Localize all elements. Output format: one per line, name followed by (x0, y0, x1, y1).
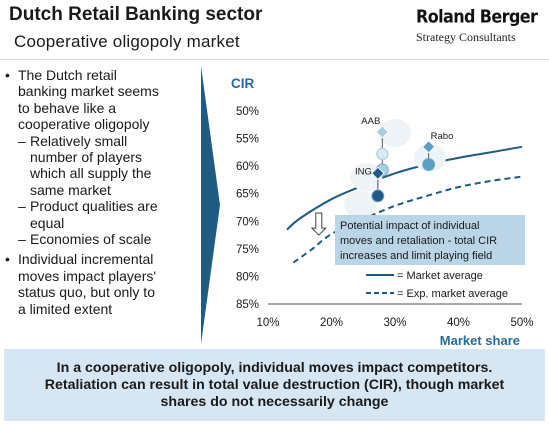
page-subtitle: Cooperative oligopoly market (14, 32, 240, 51)
dash-mark: – (18, 198, 26, 215)
aab-middle-marker (376, 147, 389, 161)
bullet-line: same market (30, 181, 111, 198)
bullet-line: Economies of scale (30, 231, 152, 248)
bullet-line: moves impact players' (18, 267, 157, 284)
y-tick-label: 65% (236, 189, 259, 201)
movement-halo (350, 163, 383, 192)
ing-after-marker (371, 189, 385, 203)
chevron-arrow-icon (201, 66, 220, 344)
movement-halo (344, 190, 377, 219)
annotation-box (335, 215, 525, 265)
annotation-line: increases and limit playing field (340, 250, 492, 262)
bullet-line: which all supply the (30, 165, 152, 182)
bullet-item: • The Dutch retail banking market seems … (5, 67, 200, 133)
bullet-mark: • (5, 67, 10, 83)
bullet-line: Relatively small (30, 132, 128, 149)
aab-label: AAB (361, 116, 380, 127)
exp-market-average-line (292, 175, 523, 264)
aab-before-marker (375, 125, 389, 139)
annotation-line: Potential impact of individual (340, 220, 479, 232)
ing-before-marker (371, 166, 385, 180)
legend-exp-market-average: = Exp. market average (397, 288, 508, 300)
rabo-after-marker (422, 157, 436, 171)
bullet-list: • The Dutch retail banking market seems … (5, 67, 200, 317)
y-tick-label: 50% (236, 106, 259, 118)
x-tick-label: 10% (256, 317, 279, 329)
market-average-line (286, 145, 523, 231)
movement-halo (413, 143, 446, 172)
conclusion-text: In a cooperative oligopoly, individual m… (44, 359, 505, 410)
logo-main-text: Roland Berger (416, 5, 538, 28)
bullet-line: status quo, but only to (18, 284, 155, 301)
legend-market-average: = Market average (397, 270, 483, 282)
bullet-line: Individual incremental (18, 251, 154, 268)
ing-label: ING (355, 166, 372, 177)
cir-market-share-chart: CIR 50% 55% 60% 65% 70% 75% 80% 85% 10% 20% 30% 40… (231, 76, 534, 348)
bullet-line: banking market seems (18, 83, 159, 100)
bullet-line: to behave like a (18, 99, 117, 116)
bullet-line: a limited extent (18, 300, 113, 317)
x-tick-label: 30% (383, 317, 406, 329)
rabo-label: Rabo (431, 131, 454, 142)
y-axis-label: CIR (231, 76, 255, 91)
sub-bullet-item: – Relatively small number of players whi… (18, 133, 200, 199)
svg-text:Potential impact of individual: Potential impact of individual moves and… (340, 220, 500, 262)
y-tick-label: 80% (236, 271, 259, 283)
bullet-line: Product qualities are (30, 198, 158, 215)
rabo-before-marker (422, 140, 436, 154)
header-divider (0, 59, 549, 60)
y-tick-label: 60% (236, 161, 259, 173)
roland-berger-logo: Roland Berger Strategy Consultants (416, 5, 544, 47)
bullet-line: The Dutch retail (18, 67, 117, 83)
bullet-line: number of players (30, 149, 143, 166)
y-tick-label: 55% (236, 134, 259, 146)
movement-halo (379, 119, 411, 148)
annotation-line: moves and retaliation - total CIR (340, 235, 497, 247)
conclusion-box: In a cooperative oligopoly, individual m… (4, 349, 545, 421)
sub-bullet-item: – Economies of scale (18, 231, 200, 247)
down-arrow-icon (310, 212, 328, 236)
y-tick-label: 75% (236, 244, 259, 256)
bullet-line: equal (30, 214, 65, 231)
bullet-mark: • (5, 251, 10, 268)
x-axis-label: Market share (440, 333, 520, 348)
y-tick-label: 85% (236, 299, 259, 311)
logo-sub-text: Strategy Consultants (416, 30, 516, 44)
x-tick-label: 40% (447, 317, 470, 329)
x-tick-label: 50% (510, 317, 533, 329)
y-tick-label: 70% (236, 216, 259, 228)
x-tick-label: 20% (320, 317, 343, 329)
dash-mark: – (18, 132, 26, 149)
bullet-item: • Individual incremental moves impact pl… (5, 251, 200, 317)
bullet-line: cooperative oligopoly (18, 116, 150, 133)
dash-mark: – (18, 231, 26, 248)
page-title: Dutch Retail Banking sector (9, 4, 263, 25)
sub-bullet-item: – Product qualities are equal (18, 198, 200, 231)
